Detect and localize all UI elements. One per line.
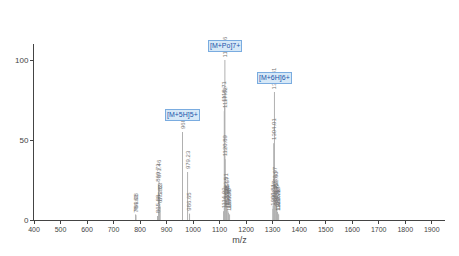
svg-text:800: 800 bbox=[134, 226, 146, 233]
svg-text:500: 500 bbox=[55, 226, 67, 233]
svg-text:979.23: 979.23 bbox=[185, 150, 191, 169]
svg-text:1100: 1100 bbox=[212, 226, 227, 233]
svg-text:1118.71: 1118.71 bbox=[221, 80, 227, 101]
svg-text:400: 400 bbox=[28, 226, 40, 233]
svg-text:1300.81: 1300.81 bbox=[270, 183, 276, 205]
svg-text:1000: 1000 bbox=[185, 226, 201, 233]
svg-text:1314.45: 1314.45 bbox=[273, 182, 279, 204]
svg-text:[M+Po]7+: [M+Po]7+ bbox=[210, 42, 240, 50]
svg-text:600: 600 bbox=[81, 226, 93, 233]
svg-text:1700: 1700 bbox=[371, 226, 387, 233]
svg-text:50: 50 bbox=[19, 136, 28, 145]
svg-text:1123.51: 1123.51 bbox=[223, 173, 229, 195]
svg-text:1117.62: 1117.62 bbox=[222, 87, 228, 108]
svg-text:1800: 1800 bbox=[397, 226, 413, 233]
svg-text:1322.72: 1322.72 bbox=[275, 189, 281, 211]
svg-text:1400: 1400 bbox=[291, 226, 307, 233]
svg-text:865.88: 865.88 bbox=[155, 194, 161, 213]
svg-text:1500: 1500 bbox=[318, 226, 334, 233]
svg-text:1120.89: 1120.89 bbox=[222, 134, 228, 156]
svg-text:960.03: 960.03 bbox=[180, 110, 186, 129]
svg-text:1133.70: 1133.70 bbox=[226, 187, 232, 209]
svg-text:986.65: 986.65 bbox=[186, 192, 192, 211]
svg-text:1309.97: 1309.97 bbox=[272, 166, 278, 188]
svg-text:0: 0 bbox=[24, 216, 29, 225]
svg-text:875.62: 875.62 bbox=[157, 184, 163, 203]
svg-text:1316.06: 1316.06 bbox=[274, 184, 280, 206]
svg-text:1312.60: 1312.60 bbox=[273, 171, 279, 193]
svg-text:1600: 1600 bbox=[344, 226, 360, 233]
svg-text:m/z: m/z bbox=[232, 235, 247, 245]
svg-text:1200: 1200 bbox=[238, 226, 254, 233]
svg-text:1119.86: 1119.86 bbox=[222, 36, 228, 57]
svg-text:869.73: 869.73 bbox=[155, 163, 161, 182]
svg-text:1306.81: 1306.81 bbox=[271, 67, 277, 89]
svg-text:784.61: 784.61 bbox=[133, 194, 139, 213]
svg-text:1300: 1300 bbox=[265, 226, 281, 233]
svg-text:1900: 1900 bbox=[424, 226, 440, 233]
svg-text:871.46: 871.46 bbox=[156, 159, 162, 178]
svg-text:[M+6H]6+: [M+6H]6+ bbox=[259, 74, 290, 82]
svg-text:1304.01: 1304.01 bbox=[271, 118, 277, 140]
svg-text:783.08: 783.08 bbox=[133, 192, 139, 211]
svg-text:1137.55: 1137.55 bbox=[226, 189, 232, 211]
svg-text:1126.85: 1126.85 bbox=[224, 184, 230, 206]
svg-text:900: 900 bbox=[161, 226, 173, 233]
svg-text:1320.22: 1320.22 bbox=[275, 188, 281, 210]
svg-text:1127.81: 1127.81 bbox=[224, 185, 230, 207]
svg-text:[M+5H]5+: [M+5H]5+ bbox=[167, 111, 198, 119]
svg-text:1301.77: 1301.77 bbox=[271, 180, 277, 202]
svg-text:1131.27: 1131.27 bbox=[225, 186, 231, 208]
svg-text:1125.37: 1125.37 bbox=[224, 176, 230, 198]
svg-text:1318.43: 1318.43 bbox=[275, 186, 281, 208]
svg-text:700: 700 bbox=[108, 226, 120, 233]
svg-text:100: 100 bbox=[15, 56, 29, 65]
svg-text:873.83: 873.83 bbox=[157, 182, 163, 201]
svg-text:1114.93: 1114.93 bbox=[221, 187, 227, 208]
